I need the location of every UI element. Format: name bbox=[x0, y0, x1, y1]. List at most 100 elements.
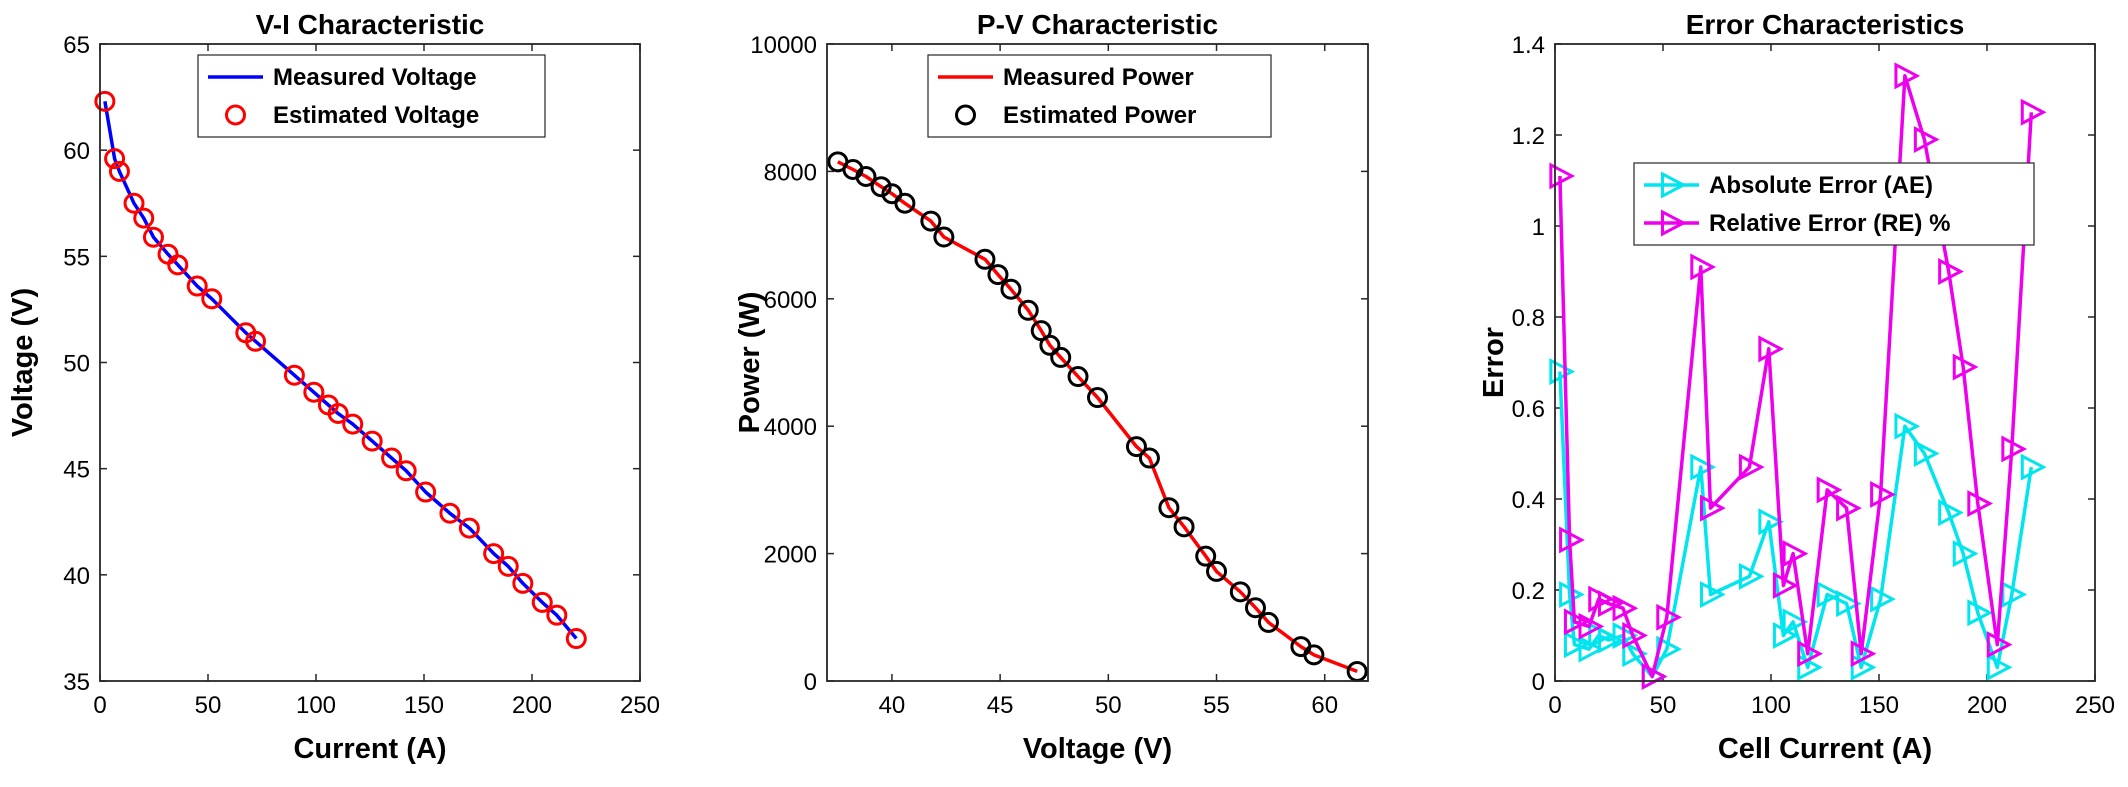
data-point bbox=[1836, 494, 1862, 522]
data-point bbox=[1986, 653, 2013, 681]
data-point bbox=[1622, 640, 1648, 668]
x-tick-label: 0 bbox=[93, 692, 106, 719]
legend-marker bbox=[955, 104, 976, 126]
data-point bbox=[1244, 597, 1266, 619]
y-axis-label: Power (W) bbox=[734, 292, 766, 434]
data-point bbox=[1039, 334, 1061, 356]
data-point bbox=[1772, 571, 1799, 599]
data-point bbox=[870, 176, 892, 198]
x-tick-label: 200 bbox=[512, 692, 552, 719]
data-point bbox=[1138, 447, 1160, 469]
data-point bbox=[1836, 590, 1862, 618]
legend: Absolute Error (AE) Relative Error (RE) % bbox=[1633, 162, 2035, 246]
data-point bbox=[1986, 631, 2013, 659]
data-point bbox=[303, 381, 325, 403]
y-tick-label: 0.6 bbox=[1512, 396, 1545, 423]
pv-characteristic-chart: 40 45 50 55 60 0 2000 4000 6000 8000 10000 P-V Char… bbox=[734, 9, 1369, 765]
data-point bbox=[1173, 516, 1195, 538]
legend-box bbox=[1633, 162, 2035, 246]
data-point bbox=[1967, 599, 1994, 627]
data-point bbox=[381, 447, 403, 469]
data-point bbox=[1700, 494, 1726, 522]
data-point bbox=[1850, 653, 1877, 681]
vi-characteristic-chart: 0 50 100 150 200 250 35 40 45 50 55 60 65 V-I Charact… bbox=[7, 9, 660, 765]
data-point bbox=[1738, 562, 1765, 590]
data-point bbox=[1622, 622, 1648, 649]
y-tick-label: 1 bbox=[1532, 214, 1545, 241]
data-point bbox=[1967, 490, 1994, 518]
x-axis-label: Cell Current (A) bbox=[1718, 733, 1932, 765]
y-axis-label: Voltage (V) bbox=[7, 288, 39, 437]
x-tick-label: 50 bbox=[1650, 692, 1677, 719]
legend-marker bbox=[1661, 209, 1687, 237]
data-point bbox=[987, 264, 1009, 286]
data-point bbox=[167, 254, 189, 276]
data-point bbox=[133, 207, 155, 229]
data-point bbox=[1158, 497, 1180, 519]
legend-box bbox=[927, 54, 1272, 138]
data-point bbox=[1700, 581, 1726, 609]
data-point bbox=[327, 402, 349, 424]
data-point bbox=[458, 517, 480, 539]
data-point bbox=[855, 165, 877, 187]
data-point bbox=[512, 572, 534, 594]
data-point bbox=[1738, 453, 1765, 481]
legend-entry: Absolute Error (AE) bbox=[1709, 172, 1933, 199]
x-tick-label: 150 bbox=[404, 692, 444, 719]
data-point bbox=[1563, 608, 1590, 636]
data-point bbox=[1797, 640, 1823, 668]
legend-entry: Estimated Voltage bbox=[273, 102, 479, 129]
y-tick-label: 45 bbox=[63, 457, 90, 484]
legend-marker bbox=[225, 104, 246, 126]
x-tick-label: 50 bbox=[195, 692, 222, 719]
data-point bbox=[415, 481, 437, 503]
legend-entry: Measured Voltage bbox=[273, 64, 477, 91]
y-tick-label: 0.4 bbox=[1512, 487, 1545, 514]
data-point bbox=[1067, 366, 1089, 388]
y-tick-label: 8000 bbox=[764, 159, 817, 186]
data-point bbox=[1229, 581, 1251, 603]
data-point bbox=[1612, 594, 1639, 622]
data-point bbox=[2001, 581, 2028, 609]
data-point bbox=[1782, 540, 1809, 568]
data-point bbox=[1952, 353, 1979, 381]
data-point bbox=[2020, 453, 2047, 481]
data-point bbox=[1870, 480, 1896, 508]
data-point bbox=[1797, 653, 1823, 681]
y-tick-label: 1.2 bbox=[1512, 123, 1545, 150]
x-tick-label: 250 bbox=[2075, 692, 2115, 719]
x-tick-label: 50 bbox=[1095, 692, 1122, 719]
data-point bbox=[1782, 608, 1809, 636]
x-axis-label: Voltage (V) bbox=[1023, 733, 1172, 765]
x-tick-label: 100 bbox=[1751, 692, 1791, 719]
error-characteristics-chart: 0 50 100 150 200 250 0 0.2 0.4 0.6 0.8 1 1.2 1.4 Error… bbox=[1478, 9, 2115, 765]
data-point bbox=[1087, 387, 1108, 409]
data-point bbox=[1758, 335, 1785, 363]
data-point bbox=[1690, 453, 1717, 481]
y-tick-label: 0.8 bbox=[1512, 305, 1545, 332]
data-point bbox=[1690, 253, 1717, 281]
x-axis-label: Current (A) bbox=[293, 733, 446, 765]
legend: Measured Power Estimated Power bbox=[927, 54, 1272, 138]
legend-entry: Relative Error (RE) % bbox=[1709, 210, 1950, 237]
y-tick-label: 35 bbox=[63, 669, 90, 696]
x-tick-label: 55 bbox=[1203, 692, 1230, 719]
y-tick-label: 60 bbox=[63, 138, 90, 165]
data-point bbox=[974, 248, 996, 270]
legend-box bbox=[197, 54, 546, 138]
y-tick-label: 0 bbox=[804, 669, 817, 696]
series-0 bbox=[837, 160, 1358, 674]
data-point bbox=[1563, 631, 1590, 659]
data-point bbox=[2020, 98, 2047, 126]
legend-entry: Estimated Power bbox=[1003, 102, 1196, 129]
x-tick-label: 45 bbox=[987, 692, 1014, 719]
data-point bbox=[1816, 581, 1843, 609]
data-point bbox=[1938, 499, 1964, 527]
axes-frame bbox=[99, 43, 641, 682]
plot-area bbox=[100, 44, 640, 681]
data-point bbox=[894, 192, 916, 214]
data-point bbox=[1303, 644, 1325, 666]
data-point bbox=[1952, 540, 1979, 568]
data-point bbox=[2001, 435, 2028, 463]
